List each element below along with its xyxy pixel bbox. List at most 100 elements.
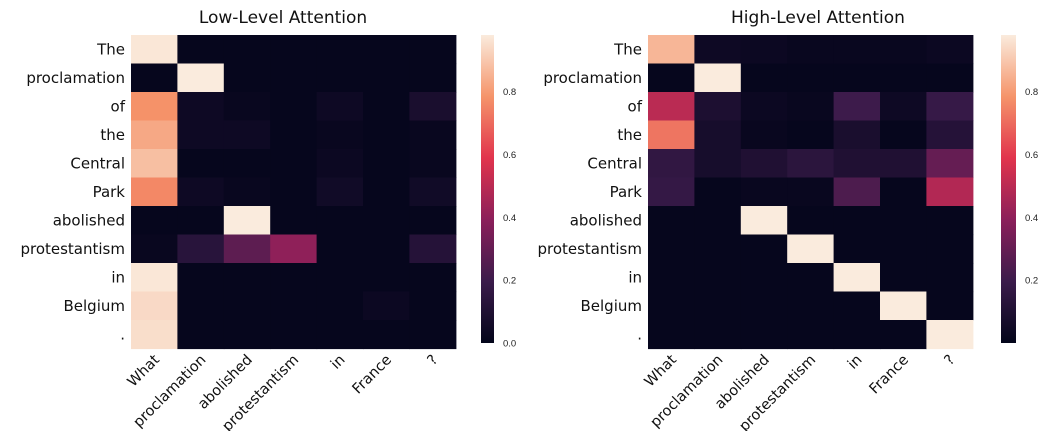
- column-label: France: [350, 352, 395, 397]
- row-label: in: [628, 268, 642, 286]
- heatmap-cell: [363, 35, 410, 65]
- heatmap-cell: [316, 35, 364, 65]
- heatmap-cell: [316, 177, 364, 207]
- row-label: Central: [70, 154, 125, 172]
- row-label: proclamation: [543, 69, 642, 87]
- heatmap-cell: [223, 320, 271, 350]
- heatmap-cell: [363, 120, 410, 150]
- heatmap-cell: [363, 149, 410, 179]
- heatmap-cell: [648, 177, 695, 207]
- heatmap-cell: [694, 120, 742, 150]
- row-label: proclamation: [26, 69, 125, 87]
- row-label: Central: [587, 154, 642, 172]
- heatmap-cell: [177, 149, 225, 179]
- heatmap-cell: [363, 320, 410, 350]
- heatmap-cell: [880, 120, 927, 150]
- row-label: abolished: [570, 211, 642, 229]
- chart-title: High-Level Attention: [731, 8, 905, 28]
- row-label: of: [628, 97, 643, 115]
- low-level-attention-panel: Low-Level Attention The proclamation of the…: [20, 8, 516, 431]
- heatmap-cell: [177, 35, 225, 65]
- colorbar-tick-label: 0.8: [1025, 87, 1038, 98]
- heatmap-cell: [740, 206, 788, 236]
- heatmap-cell: [131, 63, 178, 93]
- column-label: in: [328, 352, 349, 373]
- heatmap-cell: [648, 206, 695, 236]
- heatmap-cell: [270, 263, 318, 293]
- heatmap-cell: [648, 234, 695, 264]
- heatmap-cell: [131, 234, 178, 264]
- heatmap-cell: [833, 206, 881, 236]
- heatmap-cell: [131, 35, 178, 65]
- row-label: Belgium: [64, 297, 126, 315]
- column-label: ?: [942, 352, 959, 369]
- colorbar-tick-label: 0.8: [503, 87, 516, 98]
- heatmap-cell: [177, 120, 225, 150]
- heatmap-cell: [648, 263, 695, 293]
- heatmap-cell: [223, 149, 271, 179]
- heatmap-cell: [131, 291, 178, 321]
- heatmap-cell: [787, 63, 835, 93]
- heatmap-cell: [880, 263, 927, 293]
- heatmap-cell: [833, 177, 881, 207]
- heatmap-cell: [223, 120, 271, 150]
- heatmap-cell: [694, 234, 742, 264]
- heatmap-cell: [177, 206, 225, 236]
- heatmap-cell: [694, 206, 742, 236]
- heatmap-cell: [740, 92, 788, 122]
- colorbar-tick-label: 0.4: [503, 213, 516, 224]
- heatmap-cell: [740, 320, 788, 350]
- row-label: of: [111, 97, 126, 115]
- heatmap-cell: [177, 320, 225, 350]
- heatmap-cell: [270, 177, 318, 207]
- heatmap-cell: [363, 92, 410, 122]
- row-label: the: [617, 126, 642, 144]
- heatmap-cell: [316, 149, 364, 179]
- heatmap-cell: [740, 234, 788, 264]
- heatmap-cell: [177, 263, 225, 293]
- row-label: Park: [610, 183, 643, 201]
- heatmap-cell: [223, 177, 271, 207]
- heatmap-cell: [926, 234, 974, 264]
- heatmap-cell: [833, 35, 881, 65]
- heatmap-cell: [131, 120, 178, 150]
- heatmap-cell: [177, 92, 225, 122]
- heatmap-cell: [694, 63, 742, 93]
- heatmap-cell: [409, 177, 457, 207]
- heatmap-cell: [880, 149, 927, 179]
- heatmap-cell: [648, 120, 695, 150]
- heatmap-cell: [270, 92, 318, 122]
- heatmap-cell: [177, 177, 225, 207]
- row-label: in: [111, 268, 125, 286]
- heatmap-cell: [787, 206, 835, 236]
- colorbar-tick-label: 0.6: [1025, 150, 1038, 161]
- heatmap-cell: [223, 234, 271, 264]
- heatmap-cell: [316, 291, 364, 321]
- row-label: .: [120, 325, 125, 343]
- heatmap-cell: [787, 92, 835, 122]
- heatmap-cell: [270, 320, 318, 350]
- heatmap-cell: [787, 120, 835, 150]
- heatmap-cell: [177, 291, 225, 321]
- heatmap-cell: [270, 120, 318, 150]
- heatmap-cell: [926, 291, 974, 321]
- heatmap-cell: [787, 177, 835, 207]
- heatmap-cell: [648, 63, 695, 93]
- heatmap-cell: [177, 63, 225, 93]
- heatmap-cell: [409, 234, 457, 264]
- colorbar-tick-label: 0.2: [503, 276, 516, 287]
- heatmap-cell: [131, 92, 178, 122]
- heatmap-cell: [880, 63, 927, 93]
- heatmap-cell: [409, 206, 457, 236]
- heatmap-cell: [740, 63, 788, 93]
- heatmap-cell: [740, 177, 788, 207]
- heatmap-cell: [270, 35, 318, 65]
- heatmap-cell: [833, 320, 881, 350]
- heatmap-cell: [833, 92, 881, 122]
- heatmap-cell: [880, 177, 927, 207]
- heatmap-cell: [316, 234, 364, 264]
- heatmap-cell: [648, 92, 695, 122]
- heatmap-cell: [316, 263, 364, 293]
- heatmap-cell: [926, 120, 974, 150]
- heatmap-cell: [270, 234, 318, 264]
